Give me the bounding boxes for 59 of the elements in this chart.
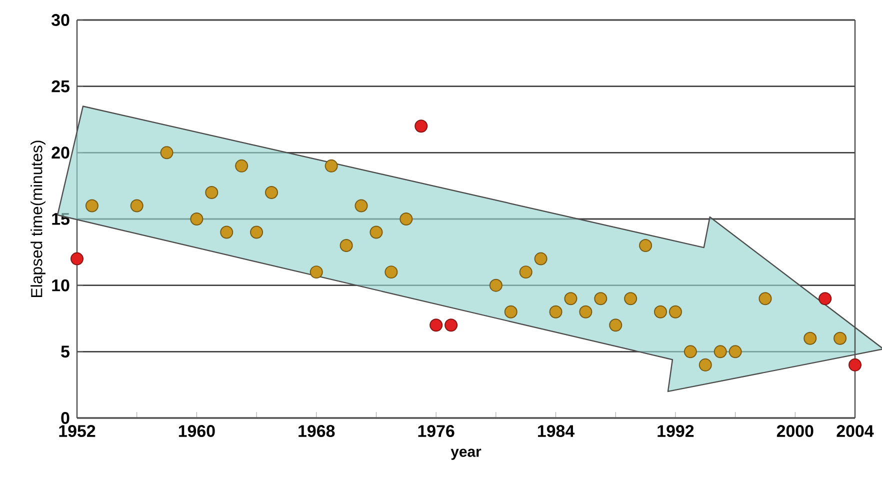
x-tick-label: 2004 [836,425,874,438]
point [250,226,264,239]
x-tick-label: 1960 [178,425,215,438]
point [444,318,458,332]
y-tick-label: 5 [61,346,70,358]
x-tick-label: 1984 [538,425,575,438]
point [834,332,847,345]
point [70,252,84,266]
point [804,332,817,345]
point [130,199,144,212]
point [504,305,518,318]
y-tick-label: 30 [51,14,70,26]
point [519,266,532,279]
y-tick-label: 0 [61,412,70,424]
point [384,266,398,279]
point [205,186,218,199]
point [848,358,862,372]
point [160,146,174,160]
point [639,239,652,252]
point [609,318,622,332]
y-tick-label: 10 [52,279,70,292]
point [370,226,383,239]
x-tick-label: 1952 [59,425,96,438]
point [668,305,682,318]
point [235,159,248,172]
point [354,199,368,212]
point [758,292,772,306]
point [654,305,667,318]
point [564,292,578,306]
point [698,358,712,372]
point [534,252,548,266]
point [728,345,742,358]
y-tick-label: 20 [52,146,70,159]
point [594,292,608,306]
point [310,266,323,279]
point [265,186,278,199]
y-tick-label: 25 [52,80,70,92]
y-axis-title: Elapsed time(minutes) [30,140,46,297]
y-tick-label: 15 [52,213,70,225]
point [549,305,562,318]
x-tick-label: 1992 [658,425,694,438]
x-tick-label: 2000 [776,425,814,438]
x-axis-title: year [450,448,482,460]
point [714,345,727,358]
point [489,278,502,292]
point [400,212,413,226]
x-tick-label: 1968 [298,425,335,438]
point [85,199,98,212]
point [624,292,638,306]
point [579,305,592,318]
point [340,239,353,252]
point [220,226,234,239]
point [414,120,428,133]
point [324,159,338,172]
x-tick-label: 1976 [418,425,454,438]
point [818,292,832,306]
point [684,345,697,358]
point [430,318,443,332]
point [190,212,204,226]
